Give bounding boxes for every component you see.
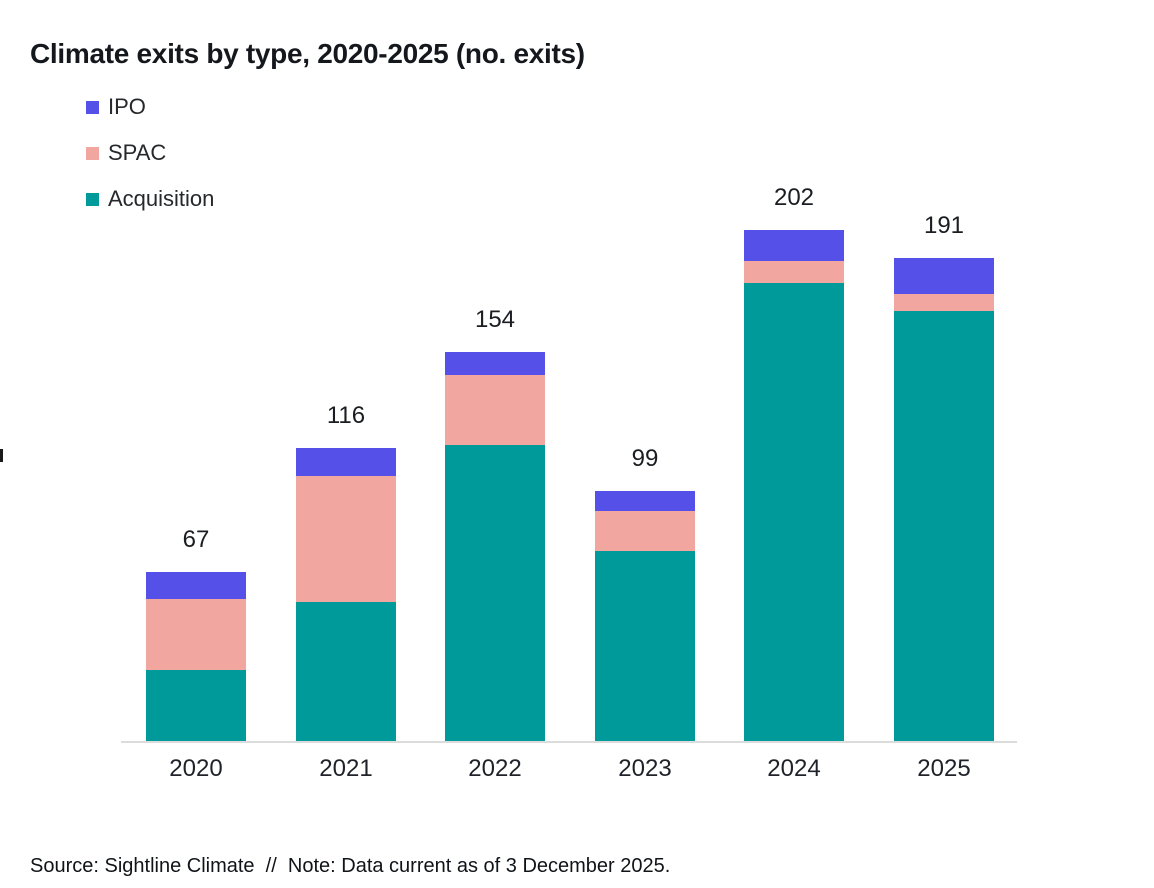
bar-segment-ipo-2020 [146, 571, 246, 600]
bar-total-label-2023: 99 [631, 444, 659, 472]
legend-swatch-acquisition [86, 192, 99, 206]
bar-segment-acquisition-2020 [146, 670, 246, 741]
legend-swatch-spac [86, 146, 99, 160]
x-axis-label-2023: 2023 [618, 755, 672, 782]
bar-segment-ipo-2025 [894, 258, 994, 294]
bar-segment-acquisition-2024 [744, 283, 844, 741]
bar-segment-spac-2024 [744, 260, 844, 284]
bar-2023 [595, 490, 695, 741]
legend-swatch-ipo [86, 100, 99, 114]
bar-segment-spac-2021 [296, 475, 396, 602]
bar-total-label-2022: 154 [474, 305, 516, 333]
bar-segment-spac-2022 [445, 374, 545, 446]
bar-segment-acquisition-2025 [894, 311, 994, 741]
bar-segment-spac-2023 [595, 511, 695, 552]
legend-label-spac: SPAC [108, 140, 167, 165]
bar-segment-ipo-2022 [445, 351, 545, 375]
x-axis-label-2022: 2022 [468, 755, 522, 782]
legend-item-ipo: IPO [86, 96, 214, 118]
x-axis-label-2025: 2025 [917, 755, 971, 782]
bar-segment-acquisition-2023 [595, 551, 695, 741]
legend-label-ipo: IPO [108, 94, 146, 119]
bar-2022 [445, 351, 545, 741]
bar-2024 [744, 230, 844, 741]
bar-segment-acquisition-2021 [296, 602, 396, 741]
chart-title: Climate exits by type, 2020-2025 (no. ex… [30, 37, 585, 69]
bar-2021 [296, 447, 396, 741]
clipped-axis-label-fragment [0, 449, 3, 462]
legend-label-acquisition: Acquisition [108, 186, 215, 211]
legend-item-spac: SPAC [86, 142, 214, 164]
x-axis-line [121, 741, 1017, 743]
legend-item-acquisition: Acquisition [86, 188, 214, 210]
bar-total-label-2021: 116 [326, 401, 366, 429]
bar-total-label-2024: 202 [773, 184, 815, 212]
x-axis-label-2021: 2021 [319, 755, 373, 782]
x-axis-label-2024: 2024 [767, 755, 821, 782]
bar-2025 [894, 258, 994, 741]
bar-total-label-2025: 191 [923, 212, 965, 240]
x-axis-label-2020: 2020 [169, 755, 223, 782]
bar-segment-spac-2025 [894, 293, 994, 312]
chart-legend: IPO SPAC Acquisition [86, 96, 214, 234]
bar-2020 [146, 571, 246, 741]
bar-segment-ipo-2023 [595, 490, 695, 511]
bar-segment-ipo-2021 [296, 447, 396, 476]
bar-segment-ipo-2024 [744, 230, 844, 261]
bar-segment-spac-2020 [146, 599, 246, 671]
bar-total-label-2020: 67 [182, 525, 210, 553]
bar-segment-acquisition-2022 [445, 445, 545, 741]
source-note: Source: Sightline Climate // Note: Data … [30, 855, 671, 877]
